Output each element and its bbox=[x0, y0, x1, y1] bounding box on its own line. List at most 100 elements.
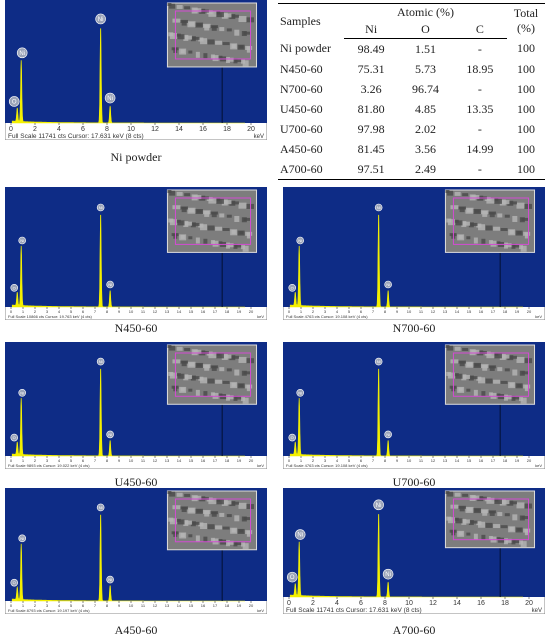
sem-texture bbox=[513, 539, 520, 543]
table-cell: 96.74 bbox=[411, 81, 439, 96]
sem-texture bbox=[246, 358, 255, 364]
tick-label: 5 bbox=[70, 458, 73, 463]
tick-label: 14 bbox=[177, 309, 182, 314]
sem-texture bbox=[192, 222, 200, 226]
tick-label: 4 bbox=[58, 603, 61, 608]
sem-selection bbox=[452, 352, 530, 397]
sem-texture bbox=[180, 49, 185, 54]
sem-texture bbox=[501, 354, 510, 359]
sem-texture bbox=[223, 500, 232, 505]
tick-label: 13 bbox=[443, 458, 448, 463]
sem-texture bbox=[176, 4, 183, 9]
sem-texture bbox=[239, 383, 244, 387]
table-row: Ni powder 98.49 1.51 - 100 bbox=[278, 39, 545, 60]
sem-texture bbox=[226, 514, 232, 518]
sem-texture bbox=[200, 350, 209, 354]
sem-texture bbox=[474, 508, 480, 512]
tick-label: 15 bbox=[467, 458, 472, 463]
sem-texture bbox=[516, 502, 525, 509]
tick-label: 7 bbox=[372, 458, 375, 463]
tick-label: 6 bbox=[81, 126, 85, 133]
tick-label: 20 bbox=[525, 600, 533, 607]
sem-texture bbox=[231, 229, 236, 234]
sem-texture bbox=[243, 371, 251, 375]
sem-texture bbox=[497, 512, 503, 517]
sem-texture bbox=[470, 222, 478, 226]
tick-label: 20 bbox=[527, 458, 532, 463]
sem-texture bbox=[246, 46, 251, 53]
table-cell: 97.51 bbox=[344, 159, 399, 180]
composition-table: Samples Atomic (%) Total (%) Ni O C Ni p… bbox=[278, 3, 545, 180]
sem-texture bbox=[481, 534, 486, 540]
sem-texture bbox=[242, 60, 249, 67]
sem-texture bbox=[497, 213, 503, 218]
axis-unit: keV bbox=[532, 608, 542, 614]
sem-texture bbox=[234, 515, 240, 522]
sem-texture bbox=[176, 492, 183, 497]
sem-texture bbox=[176, 346, 183, 351]
peak-marker bbox=[288, 433, 297, 442]
peak-marker bbox=[373, 499, 384, 511]
tick-label: 3 bbox=[324, 458, 327, 463]
sem-texture bbox=[238, 16, 247, 23]
sem-texture bbox=[177, 34, 185, 40]
sem-texture bbox=[246, 530, 251, 537]
sem-texture bbox=[230, 501, 239, 505]
table-cell: 100 bbox=[517, 61, 535, 76]
table-cell: 75.31 bbox=[357, 61, 385, 76]
tick-label: 9 bbox=[396, 458, 399, 463]
tick-label: 9 bbox=[118, 309, 121, 314]
sem-texture bbox=[212, 240, 219, 247]
tick-label: 19 bbox=[237, 603, 242, 608]
sem-texture bbox=[517, 231, 522, 235]
peak-label: Ni bbox=[108, 282, 112, 287]
sem-texture bbox=[450, 205, 459, 210]
peak-marker bbox=[96, 203, 105, 212]
sem-texture bbox=[508, 201, 517, 205]
sem-texture bbox=[471, 495, 480, 500]
peak-label: Ni bbox=[386, 432, 390, 437]
tick-label: 15 bbox=[189, 603, 194, 608]
sem-texture bbox=[231, 44, 236, 49]
table-cell: 98.49 bbox=[357, 41, 385, 56]
tick-label: 18 bbox=[225, 458, 230, 463]
tick-label: 17 bbox=[491, 458, 496, 463]
sem-texture bbox=[189, 21, 195, 26]
sem-texture bbox=[520, 397, 527, 404]
tick-label: 6 bbox=[82, 309, 85, 314]
sem-texture bbox=[195, 51, 200, 58]
sem-texture bbox=[207, 39, 215, 45]
sem-texture bbox=[215, 226, 223, 231]
tick-label: 6 bbox=[82, 458, 85, 463]
sem-texture bbox=[172, 18, 181, 23]
sem-texture bbox=[504, 513, 510, 517]
sem-texture bbox=[470, 376, 478, 380]
tick-label: 17 bbox=[213, 603, 218, 608]
sem-texture bbox=[196, 209, 202, 213]
sem-texture bbox=[517, 383, 522, 387]
axis-unit: keV bbox=[257, 463, 264, 468]
sem-texture bbox=[509, 229, 514, 234]
sem-texture bbox=[458, 531, 463, 536]
sem-texture bbox=[189, 508, 195, 513]
sem-texture bbox=[208, 352, 217, 359]
tick-label: 0 bbox=[10, 603, 13, 608]
tick-label: 18 bbox=[503, 458, 508, 463]
sem-texture bbox=[235, 59, 242, 63]
sem-texture bbox=[227, 57, 234, 62]
tick-label: 5 bbox=[348, 309, 351, 314]
header-samples: Samples bbox=[278, 3, 344, 39]
sem-texture bbox=[505, 538, 512, 543]
tick-label: 16 bbox=[199, 126, 207, 133]
tick-label: 10 bbox=[129, 309, 134, 314]
sem-texture bbox=[243, 217, 251, 221]
tick-label: 4 bbox=[57, 126, 61, 133]
sem-texture bbox=[184, 221, 192, 226]
sem-texture bbox=[204, 510, 210, 517]
sem-texture bbox=[459, 506, 465, 512]
header-atomic: Atomic (%) bbox=[344, 3, 507, 21]
tick-label: 0 bbox=[10, 309, 13, 314]
sem-texture bbox=[184, 374, 192, 379]
header-o: O bbox=[398, 21, 453, 39]
